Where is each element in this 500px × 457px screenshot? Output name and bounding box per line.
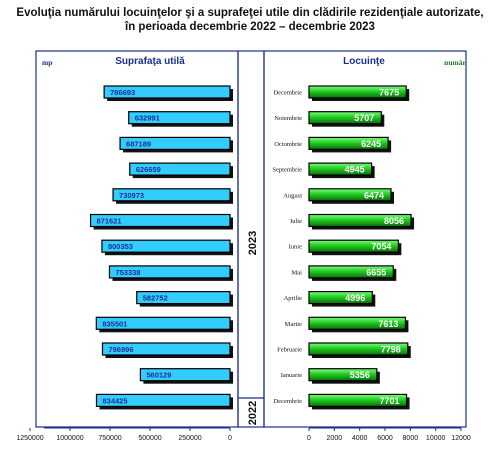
category-label: Decembrie — [273, 398, 302, 405]
left-panel-title: Suprafaţa utilă — [115, 56, 185, 67]
right-bar-value: 5356 — [350, 370, 370, 380]
right-bar — [308, 239, 399, 253]
left-bar — [128, 111, 231, 125]
right-bar-value: 5707 — [354, 113, 374, 123]
right-bar-value: 7701 — [380, 396, 400, 406]
right-bar — [308, 85, 407, 99]
title-line-2: în perioada decembrie 2022 – decembrie 2… — [125, 21, 375, 33]
left-bar — [95, 316, 231, 330]
left-bar — [119, 136, 231, 150]
right-axis-tick-label: 12000 — [451, 435, 471, 442]
left-bar-value: 871621 — [97, 217, 122, 226]
left-bar — [112, 188, 231, 202]
left-axis-tick-label: 0 — [228, 435, 232, 442]
right-bars-group: Decembrie 7675 Noiembrie 5707 Octombrie 6245 S… — [272, 85, 415, 410]
right-bar — [308, 265, 394, 279]
left-bar-value: 786693 — [110, 88, 135, 97]
left-bar-value: 753338 — [115, 268, 140, 277]
left-axis-tick-label: 750000 — [98, 435, 121, 442]
left-axis-tick-label: 250000 — [178, 435, 201, 442]
right-axis-tick-label: 4000 — [352, 435, 368, 442]
left-bar-value: 796996 — [108, 345, 133, 354]
left-bar-value: 835501 — [102, 319, 127, 328]
category-label: Martie — [285, 321, 302, 328]
year-label-2022: 2022 — [247, 401, 259, 425]
right-axis-tick-label: 0 — [307, 435, 311, 442]
right-unit-label: număr — [444, 58, 466, 67]
left-bar-value: 626659 — [136, 165, 161, 174]
title-line-1: Evoluţia numărului locuinţelor şi a supr… — [16, 7, 484, 19]
right-bar-value: 7054 — [371, 242, 391, 252]
right-bar — [308, 162, 373, 176]
left-unit-label: mp — [42, 58, 52, 67]
right-bar-value: 7613 — [378, 319, 398, 329]
left-bar — [108, 265, 231, 279]
category-label: Decembrie — [273, 90, 302, 97]
category-label: Iunie — [289, 244, 302, 251]
right-bar-value: 4996 — [345, 293, 365, 303]
left-bar-value: 834425 — [102, 396, 127, 405]
right-bar-value: 6655 — [366, 267, 386, 277]
left-bar-value: 687189 — [126, 139, 151, 148]
category-label: Aprilie — [284, 295, 303, 302]
right-bar — [308, 136, 389, 150]
chart-title: Evoluţia numărului locuinţelor şi a supr… — [0, 6, 500, 34]
left-axis-tick-label: 1250000 — [16, 435, 43, 442]
right-bar — [308, 342, 409, 356]
category-label: Noiembrie — [274, 115, 302, 122]
left-bar-value: 730973 — [119, 191, 144, 200]
left-bar — [129, 162, 231, 176]
left-bars-group: 786693 632991 687189 626659 730973 871621 8003… — [89, 85, 234, 410]
right-bar — [308, 368, 378, 382]
left-x-axis: 0 250000 500000 750000 1000000 1250000 — [16, 427, 232, 442]
right-bar — [308, 291, 373, 305]
left-bar — [101, 342, 231, 356]
right-axis-tick-label: 2000 — [327, 435, 343, 442]
right-bar-value: 7675 — [379, 88, 399, 98]
category-label: Mai — [292, 269, 303, 276]
left-bar — [101, 239, 231, 253]
right-bar — [308, 188, 392, 202]
category-label: Ianuarie — [281, 372, 302, 379]
category-label: August — [283, 192, 302, 199]
left-bar-value: 560129 — [146, 371, 171, 380]
left-bar — [89, 213, 231, 228]
right-bar — [308, 393, 408, 407]
right-bar-value: 8056 — [384, 216, 404, 226]
right-axis-tick-label: 10000 — [426, 435, 446, 442]
left-bar-value: 632991 — [135, 114, 160, 123]
left-bar — [136, 291, 231, 305]
right-bar — [308, 111, 382, 125]
left-bar — [95, 393, 231, 407]
left-bar-value: 582752 — [143, 294, 168, 303]
right-bar-value: 6245 — [361, 139, 381, 149]
right-bar-value: 4945 — [345, 165, 365, 175]
year-label-2023: 2023 — [247, 231, 259, 255]
right-bar-value: 6474 — [364, 190, 384, 200]
category-label: Octombrie — [274, 141, 302, 148]
right-bar — [308, 213, 412, 228]
right-bar-value: 7798 — [381, 345, 401, 355]
left-axis-tick-label: 500000 — [138, 435, 161, 442]
left-axis-tick-label: 1000000 — [56, 435, 83, 442]
right-x-axis: 0 2000 4000 6000 8000 10000 12000 — [307, 427, 471, 442]
category-label: Iulie — [290, 218, 302, 225]
right-bar — [308, 316, 407, 330]
right-panel-frame — [263, 50, 467, 428]
category-label: Februarie — [277, 347, 302, 354]
right-axis-tick-label: 8000 — [403, 435, 419, 442]
left-bar — [139, 368, 231, 382]
right-panel-title: Locuinţe — [343, 56, 385, 67]
right-axis-tick-label: 6000 — [377, 435, 393, 442]
left-bar-value: 800353 — [108, 242, 133, 251]
category-label: Septembrie — [272, 167, 302, 174]
left-bar — [103, 85, 231, 99]
